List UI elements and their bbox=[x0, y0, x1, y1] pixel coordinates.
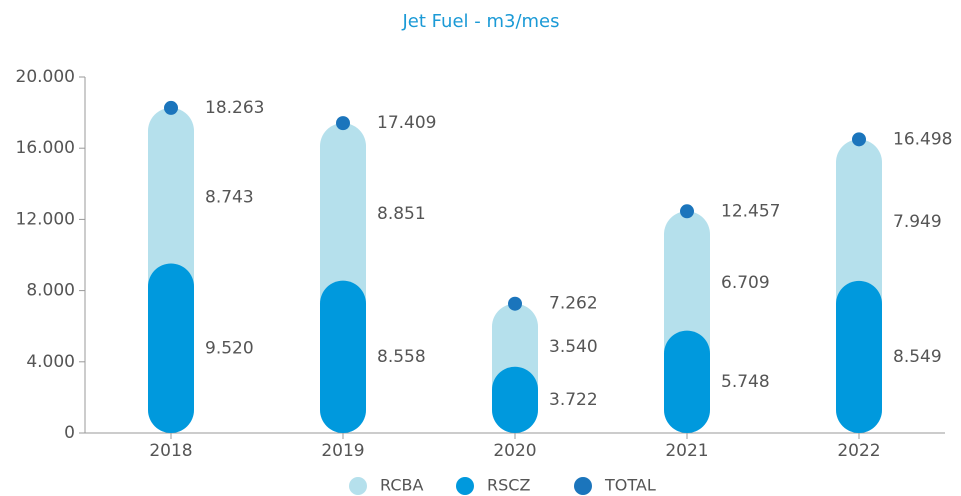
bar-segment bbox=[664, 330, 710, 433]
legend-label: TOTAL bbox=[604, 476, 656, 495]
bar-segment bbox=[492, 366, 538, 433]
bar-segment bbox=[148, 263, 194, 433]
legend-marker bbox=[574, 477, 592, 495]
data-label: 7.949 bbox=[893, 212, 942, 232]
x-tick-label: 2020 bbox=[493, 441, 536, 461]
x-tick-label: 2018 bbox=[149, 441, 192, 461]
total-dot bbox=[508, 296, 522, 311]
data-label: 3.540 bbox=[549, 337, 598, 357]
total-dot bbox=[680, 204, 694, 219]
data-label: 7.262 bbox=[549, 294, 598, 314]
legend-label: RCBA bbox=[380, 476, 423, 495]
total-dot bbox=[852, 132, 866, 147]
total-dot bbox=[164, 100, 178, 115]
chart-title: Jet Fuel - m3/mes bbox=[402, 11, 560, 32]
y-tick-label: 12.000 bbox=[16, 209, 75, 229]
bar-segment bbox=[320, 123, 366, 327]
y-tick-label: 0 bbox=[64, 423, 75, 443]
x-tick-label: 2022 bbox=[837, 441, 880, 461]
bar-segment bbox=[836, 280, 882, 433]
y-tick-label: 8.000 bbox=[26, 281, 75, 301]
data-label: 9.520 bbox=[205, 338, 254, 358]
data-label: 16.498 bbox=[893, 129, 952, 149]
y-tick-label: 4.000 bbox=[26, 352, 75, 372]
x-tick-label: 2019 bbox=[321, 441, 364, 461]
y-tick-label: 20.000 bbox=[16, 67, 75, 87]
data-label: 18.263 bbox=[205, 98, 264, 118]
x-tick-label: 2021 bbox=[665, 441, 708, 461]
data-label: 3.722 bbox=[549, 390, 598, 410]
data-label: 8.743 bbox=[205, 188, 254, 208]
bar-segment bbox=[836, 139, 882, 327]
data-label: 6.709 bbox=[721, 273, 770, 293]
total-dot bbox=[336, 116, 350, 131]
legend-marker bbox=[349, 477, 367, 495]
legend-label: RSCZ bbox=[487, 476, 530, 495]
data-label: 8.851 bbox=[377, 204, 426, 224]
bar-segment bbox=[148, 107, 194, 310]
y-tick-label: 16.000 bbox=[16, 138, 75, 158]
data-label: 8.558 bbox=[377, 347, 426, 367]
data-label: 17.409 bbox=[377, 113, 436, 133]
bar-segment bbox=[320, 280, 366, 433]
data-label: 8.549 bbox=[893, 347, 942, 367]
data-label: 5.748 bbox=[721, 372, 770, 392]
data-label: 12.457 bbox=[721, 201, 780, 221]
legend-marker bbox=[456, 477, 474, 495]
